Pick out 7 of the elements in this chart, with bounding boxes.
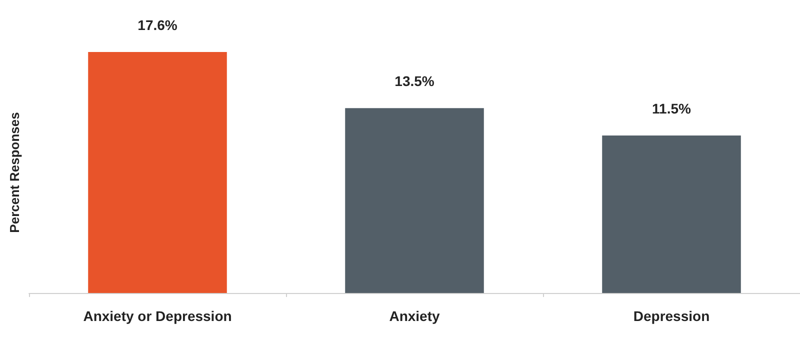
x-tick-label: Depression	[633, 308, 710, 324]
x-tick-label: Anxiety or Depression	[83, 308, 232, 324]
data-label: 13.5%	[394, 73, 435, 90]
data-label: 17.6%	[138, 17, 178, 33]
y-axis-title: Percent Responses	[7, 112, 22, 233]
data-label: 11.5%	[652, 100, 692, 117]
x-tick-label: Anxiety	[389, 308, 440, 324]
